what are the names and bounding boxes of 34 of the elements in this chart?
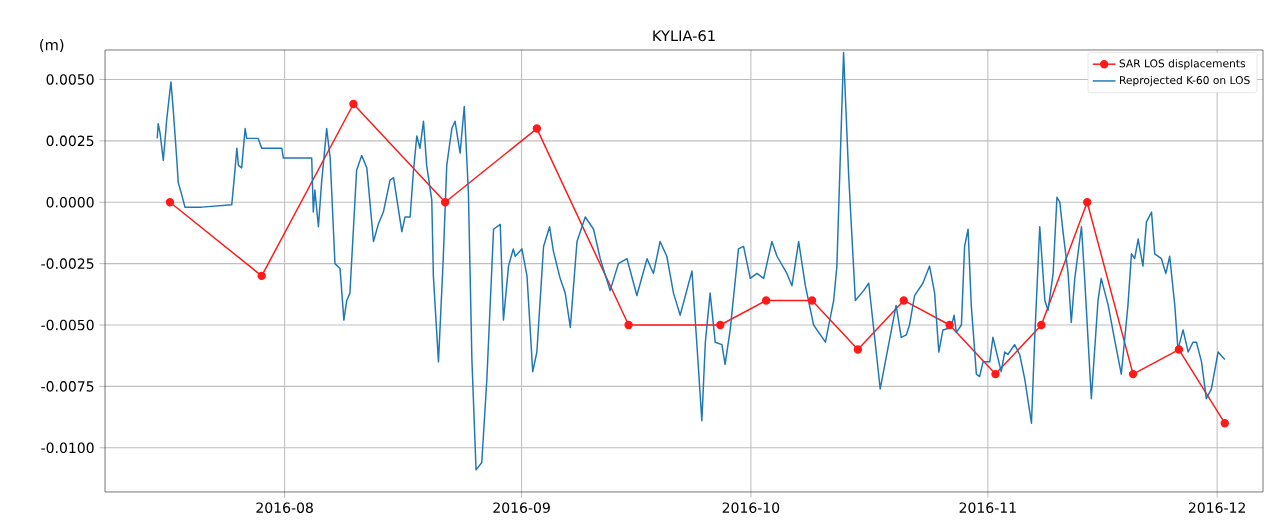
point: [1220, 419, 1229, 428]
point: [1174, 345, 1184, 354]
point: [1128, 369, 1138, 379]
legend-label: Reprojected K-60 on LOS: [1119, 75, 1250, 87]
point: [165, 198, 175, 207]
x-tick-label: 2016-10: [722, 502, 780, 513]
point: [991, 369, 1000, 379]
point: [899, 296, 908, 305]
y-tick-label: -0.0050: [41, 319, 94, 331]
y-tick-label: 0.0050: [46, 74, 94, 85]
y-tick-label: -0.0075: [41, 381, 94, 392]
point: [440, 198, 450, 207]
point: [349, 99, 358, 109]
point: [1037, 320, 1046, 330]
chart-title: KYLIA-61: [653, 30, 715, 42]
point: [532, 124, 542, 133]
x-tick-label: 2016-09: [493, 502, 550, 513]
point: [807, 296, 817, 305]
point: [624, 320, 633, 330]
y-tick-label: -0.0025: [41, 258, 94, 269]
point: [945, 320, 954, 330]
point: [853, 345, 863, 354]
y-axis-title: (m): [40, 39, 64, 53]
y-tick-label: 0.0000: [46, 196, 94, 208]
point: [761, 296, 771, 305]
point: [716, 320, 725, 330]
x-tick-label: 2016-08: [256, 502, 313, 513]
point: [1082, 198, 1092, 207]
y-tick-label: -0.0100: [41, 442, 94, 454]
legend-label: SAR LOS displacements: [1119, 59, 1246, 70]
point: [257, 271, 266, 281]
x-tick-label: 2016-11: [959, 502, 1016, 513]
y-tick-label: 0.0025: [46, 135, 94, 147]
x-tick-label: 2016-12: [1188, 502, 1245, 513]
